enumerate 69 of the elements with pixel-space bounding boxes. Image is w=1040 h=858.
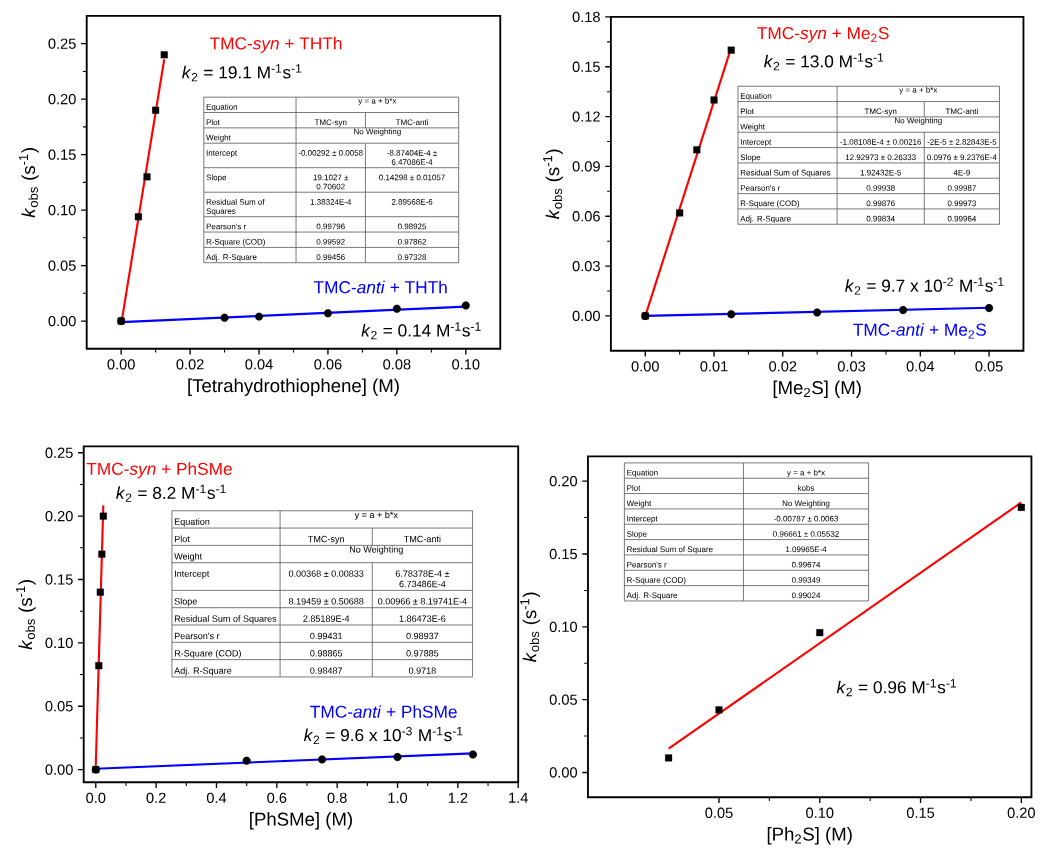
x-tick-label: 1.0 <box>388 792 408 803</box>
y-tick-label: 0.06 <box>572 211 600 222</box>
x-tick-label: 0.10 <box>806 807 834 818</box>
x-tick-label: 0.4 <box>206 792 227 803</box>
y-axis-title: k$_{obs}$ (s$^{-1}$) <box>520 592 541 662</box>
x-tick-label: 0.00 <box>107 359 135 370</box>
x-tick-label: 0.8 <box>327 792 347 803</box>
x-tick-label: 0.05 <box>975 361 1003 372</box>
x-tick-label: 0.20 <box>1007 807 1035 818</box>
y-tick-label: 0.15 <box>549 548 577 560</box>
x-tick-label: 0.03 <box>837 361 866 372</box>
annotation: k$_{2}$ = 9.6 x 10$^{-3}$ M$^{-1}$s$^{-1}$ <box>304 726 463 745</box>
y-tick-label: 0.25 <box>45 447 73 458</box>
x-axis-title: [Ph$_{2}$S] (M) <box>767 827 852 845</box>
x-tick-label: 0.01 <box>700 361 728 372</box>
y-tick-label: 0.00 <box>48 315 76 327</box>
x-axis-title: [Tetrahydrothiophene] (M) <box>188 378 399 396</box>
y-tick-label: 0.10 <box>45 637 73 649</box>
x-tick-label: 0.02 <box>769 361 797 372</box>
x-tick-label: 0.10 <box>452 359 480 370</box>
y-tick-label: 0.20 <box>45 510 73 522</box>
y-axis-title: k$_{obs}$ (s$^{-1}$) <box>16 580 36 650</box>
y-tick-label: 0.00 <box>549 767 578 778</box>
x-tick-label: 0.05 <box>705 807 733 818</box>
x-tick-label: 0.0 <box>86 792 106 803</box>
y-axis-title: k$_{obs}$ (s$^{-1}$) <box>19 148 39 218</box>
annotation: k$_{2}$ = 0.96 M$^{-1}$s$^{-1}$ <box>836 679 956 697</box>
annotation: k$_{2}$ = 8.2 M$^{-1}$s$^{-1}$ <box>116 484 226 502</box>
x-tick-label: 0.2 <box>146 792 166 803</box>
text: TMC-anti + PhSMe <box>310 705 457 718</box>
y-tick-label: 0.15 <box>45 574 73 585</box>
annotation: k$_{2}$ = 13.0 M$^{-1}$s$^{-1}$ <box>764 53 884 71</box>
annotation: k$_{2}$ = 9.7 x 10$^{-2}$ M$^{-1}$s$^{-1}$ <box>845 277 1004 295</box>
y-tick-label: 0.18 <box>572 11 600 23</box>
x-tick-label: 0.02 <box>176 359 204 370</box>
y-tick-label: 0.15 <box>572 61 600 72</box>
y-tick-label: 0.09 <box>572 161 600 172</box>
x-tick-label: 0.04 <box>245 359 273 370</box>
y-tick-label: 0.25 <box>48 38 76 49</box>
series-label: TMC-anti + Me$_{2}$S <box>853 323 987 339</box>
y-tick-label: 0.15 <box>48 149 76 160</box>
annotation: k$_{2}$ = 0.14 M$^{-1}$s$^{-1}$ <box>361 322 481 340</box>
series-label: TMC-syn + PhSMe <box>86 462 232 479</box>
x-tick-label: 0.06 <box>314 359 342 370</box>
x-tick-label: 0.04 <box>906 361 935 372</box>
text: TMC-syn + THTh <box>209 36 342 53</box>
y-tick-label: 0.00 <box>45 764 73 775</box>
annotation: k$_{2}$ = 19.1 M$^{-1}$s$^{-1}$ <box>182 64 302 82</box>
y-tick-label: 0.10 <box>549 621 578 632</box>
y-tick-label: 0.20 <box>48 93 76 105</box>
y-tick-label: 0.05 <box>45 701 73 712</box>
y-tick-label: 0.03 <box>572 260 600 272</box>
x-tick-label: 0.08 <box>383 359 411 370</box>
y-tick-label: 0.05 <box>549 694 577 705</box>
y-axis-title: k$_{obs}$ (s$^{-1}$) <box>543 149 563 219</box>
series-label: TMC-syn + Me$_{2}$S <box>757 27 889 43</box>
x-tick-label: 0.00 <box>631 361 659 372</box>
x-axis-title: [PhSMe] (M) <box>250 812 352 830</box>
y-tick-label: 0.10 <box>48 204 76 216</box>
y-tick-label: 0.00 <box>572 310 600 322</box>
x-axis-title: [Me$_{2}$S] (M) <box>773 380 861 398</box>
y-tick-label: 0.12 <box>572 111 600 122</box>
x-tick-label: 1.2 <box>448 792 468 803</box>
x-tick-label: 0.6 <box>267 792 287 803</box>
series-label: TMC-anti + THTh <box>313 280 447 294</box>
x-tick-label: 0.15 <box>906 807 935 818</box>
x-tick-label: 1.4 <box>509 792 528 803</box>
y-tick-label: 0.05 <box>48 260 76 271</box>
y-tick-label: 0.20 <box>549 476 578 487</box>
